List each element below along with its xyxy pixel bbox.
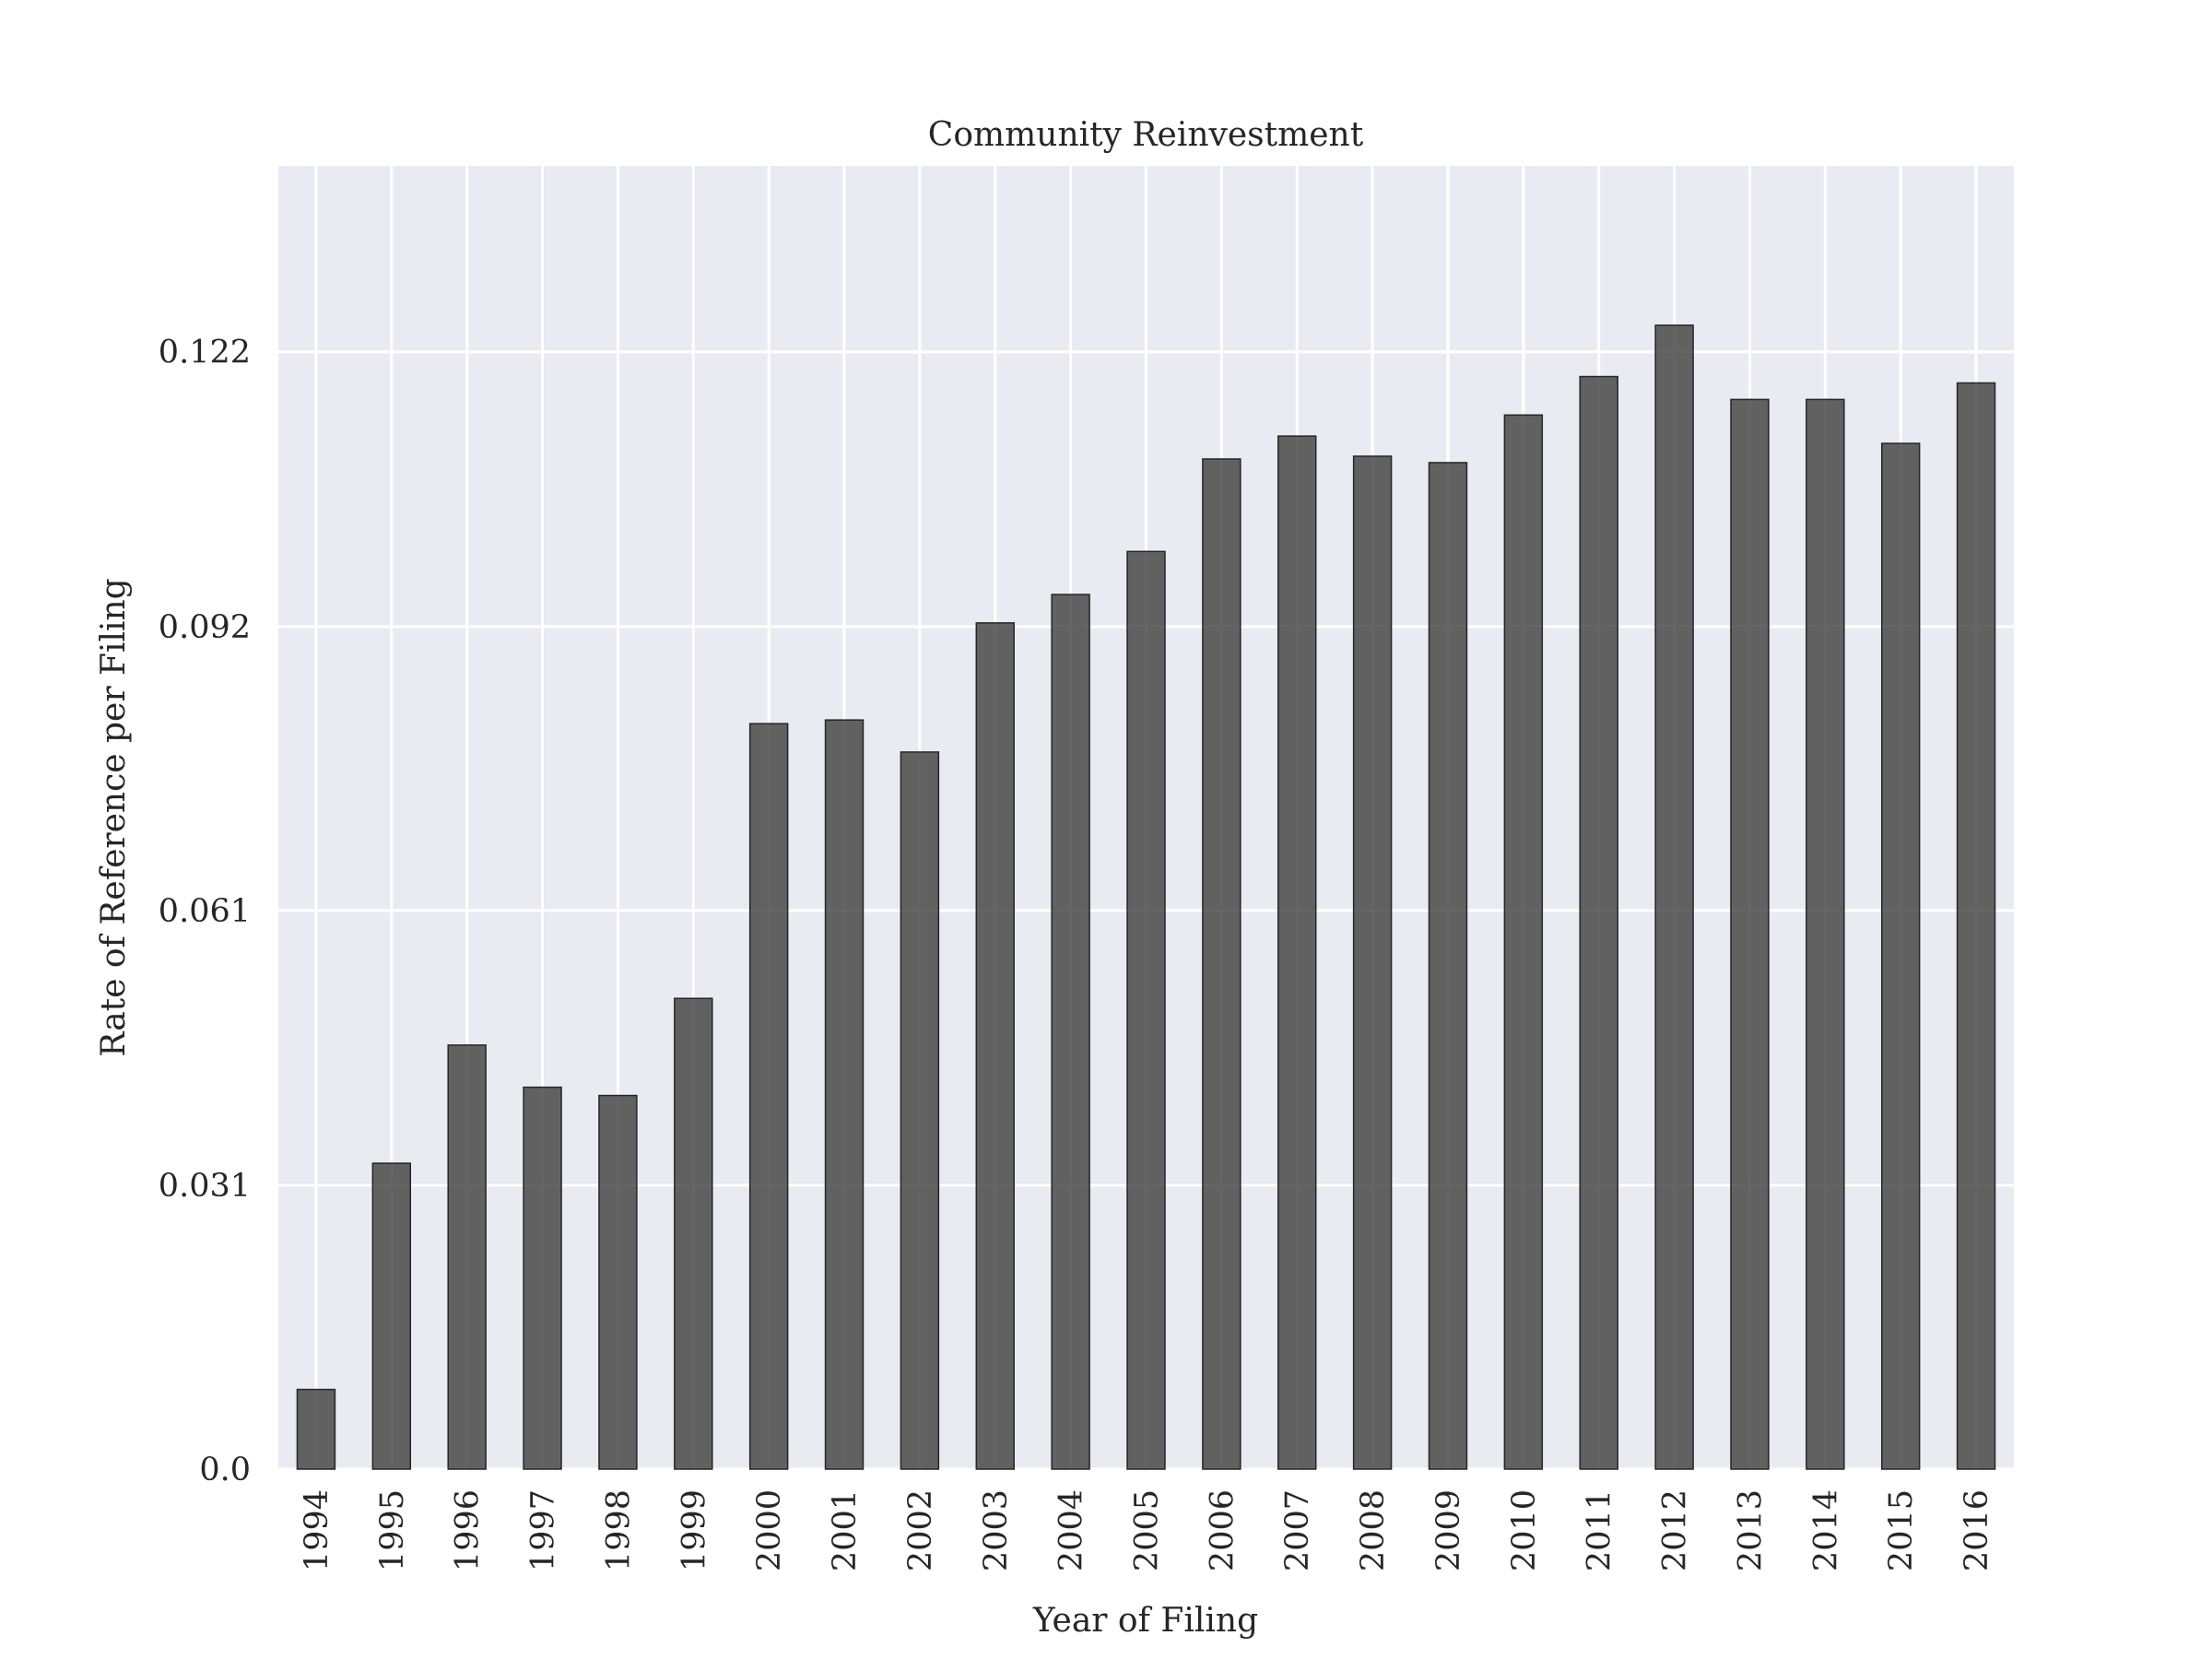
bar-2009	[1428, 462, 1468, 1470]
y-tick-label: 0.061	[159, 893, 251, 930]
x-tick-label: 1994	[299, 1489, 335, 1571]
x-tick-label: 2012	[1657, 1489, 1694, 1571]
bar-2016	[1956, 382, 1996, 1470]
bar-1995	[371, 1162, 412, 1470]
bar-2006	[1202, 458, 1241, 1470]
x-tick-label: 2004	[1053, 1489, 1090, 1571]
bar-2015	[1880, 442, 1921, 1470]
x-tick-label: 2005	[1129, 1489, 1166, 1571]
bars	[296, 324, 1996, 1470]
bar-2011	[1579, 375, 1618, 1470]
bar-2004	[1051, 594, 1090, 1470]
x-axis-label: Year of Filing	[1032, 1602, 1258, 1640]
x-tick-label: 1995	[374, 1489, 411, 1571]
bar-2013	[1730, 398, 1770, 1470]
y-tick-label: 0.0	[199, 1452, 251, 1488]
bar-2005	[1126, 550, 1166, 1470]
x-tick-label: 2014	[1807, 1489, 1844, 1571]
bar-2007	[1277, 435, 1317, 1470]
bar-1997	[523, 1086, 562, 1470]
x-tick-label: 1998	[600, 1489, 637, 1571]
x-tick-label: 2006	[1204, 1489, 1241, 1571]
x-tick-label: 2007	[1279, 1489, 1316, 1571]
y-axis-label: Rate of Reference per Filing	[95, 578, 133, 1056]
x-tick-label: 2000	[751, 1489, 788, 1571]
chart-title: Community Reinvestment	[928, 116, 1364, 154]
bar-2012	[1654, 324, 1694, 1470]
bar-1994	[296, 1388, 336, 1470]
x-tick-label: 1997	[525, 1489, 562, 1571]
bar-1996	[447, 1044, 487, 1470]
bar-2008	[1352, 455, 1393, 1470]
bar-2001	[824, 719, 865, 1470]
x-tick-label: 1999	[676, 1489, 712, 1571]
bar-1998	[598, 1094, 638, 1470]
bar-2002	[900, 751, 940, 1470]
y-tick-label: 0.031	[159, 1168, 251, 1205]
y-tick-label: 0.122	[159, 335, 251, 371]
x-tick-label: 1996	[450, 1489, 487, 1571]
x-tick-label: 2015	[1883, 1489, 1920, 1571]
bar-2003	[975, 622, 1015, 1470]
bar-2000	[748, 723, 789, 1470]
bar-2014	[1806, 398, 1845, 1470]
x-tick-label: 2009	[1430, 1489, 1467, 1571]
x-tick-label: 2001	[827, 1489, 864, 1571]
x-tick-label: 2013	[1732, 1489, 1769, 1571]
bar-1999	[674, 997, 713, 1470]
y-tick-labels: 0.0 0.031 0.061 0.092 0.122	[159, 335, 251, 1488]
x-tick-label: 2016	[1959, 1489, 1995, 1571]
x-tick-label: 2008	[1355, 1489, 1392, 1571]
x-tick-label: 2002	[902, 1489, 939, 1571]
x-tick-labels: 1994 1995 1996 1997 1998 1999 2000 2001 2002 2003…	[299, 1489, 1995, 1571]
x-tick-label: 2011	[1582, 1489, 1618, 1571]
y-tick-label: 0.092	[159, 609, 251, 646]
x-tick-label: 2010	[1506, 1489, 1543, 1571]
bar-2010	[1503, 414, 1544, 1470]
x-tick-label: 2003	[978, 1489, 1015, 1571]
